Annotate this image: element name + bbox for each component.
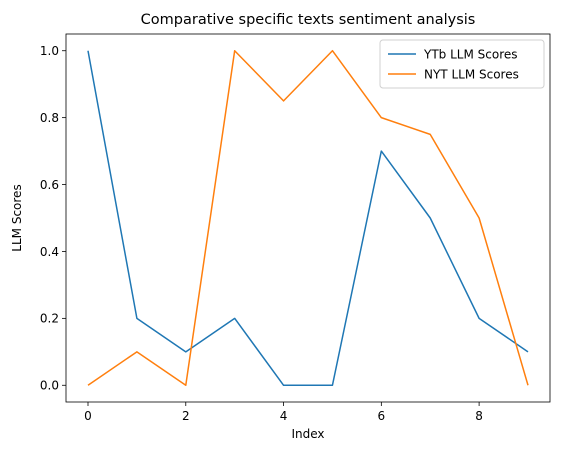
- y-tick-label: 1.0: [40, 44, 59, 58]
- x-tick-label: 4: [280, 409, 288, 423]
- plot-area-frame: [65, 33, 551, 403]
- y-tick-label: 0.4: [40, 245, 59, 259]
- y-tick-label: 0.0: [40, 379, 59, 393]
- series-lines: [87, 49, 529, 387]
- x-tick-label: 6: [378, 409, 386, 423]
- legend: YTb LLM Scores NYT LLM Scores: [379, 39, 545, 89]
- y-axis-title: LLM Scores: [10, 184, 24, 251]
- x-tick-label: 0: [84, 409, 92, 423]
- legend-box: [379, 39, 545, 89]
- x-tick-label: 2: [182, 409, 190, 423]
- y-tick-label: 0.6: [40, 178, 59, 192]
- y-tick-label: 0.2: [40, 312, 59, 326]
- x-axis-ticks: 0 2 4 6 8: [84, 402, 483, 423]
- y-tick-label: 0.8: [40, 111, 59, 125]
- series-line-ytb: [87, 50, 529, 387]
- series-line-nyt: [87, 49, 529, 387]
- legend-label: NYT LLM Scores: [424, 67, 519, 81]
- x-tick-label: 8: [475, 409, 483, 423]
- chart-title: Comparative specific texts sentiment ana…: [141, 12, 476, 28]
- x-axis-title: Index: [291, 427, 324, 441]
- legend-label: YTb LLM Scores: [423, 47, 518, 61]
- y-axis-ticks: 0.0 0.2 0.4 0.6 0.8 1.0: [40, 44, 66, 393]
